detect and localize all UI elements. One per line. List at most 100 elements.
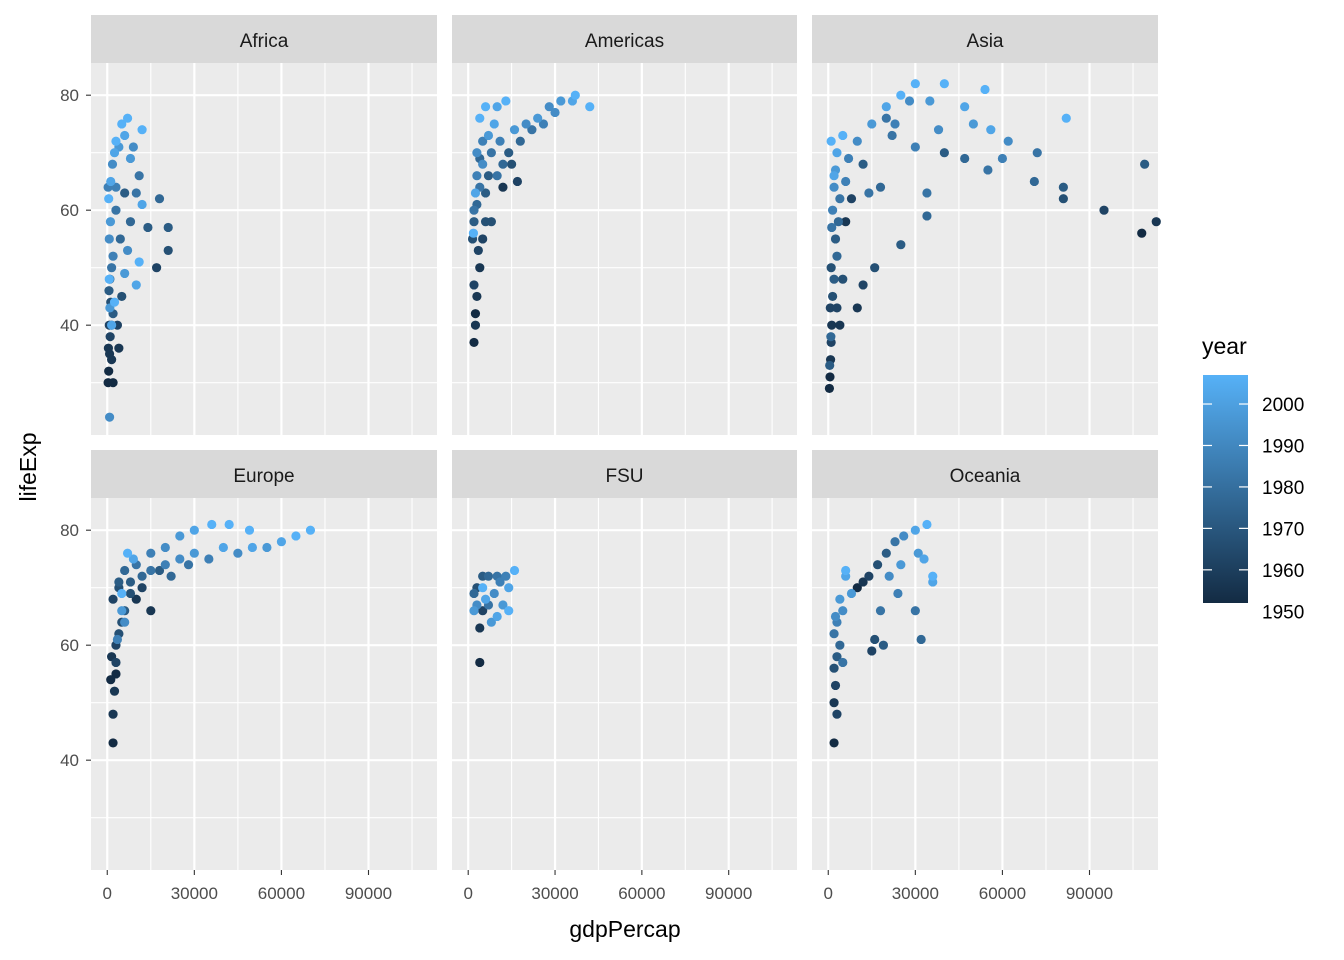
facet-strip-label: Europe (233, 466, 294, 487)
data-point (111, 136, 121, 146)
y-tick-label: 40 (60, 751, 79, 770)
data-point (107, 320, 117, 330)
legend-tick-label: 1990 (1262, 436, 1304, 457)
legend-tick-label: 1960 (1262, 561, 1304, 582)
data-point (480, 188, 491, 198)
facet-panel-fsu: FSU 0 30000 60000 90000 (452, 450, 797, 903)
data-point (515, 136, 525, 146)
data-point (111, 657, 121, 668)
data-point (108, 251, 118, 261)
data-point (896, 560, 906, 570)
data-point (480, 102, 491, 112)
data-point (835, 320, 845, 330)
data-point (108, 709, 118, 719)
data-point (893, 588, 903, 599)
panel-background (91, 63, 437, 435)
data-point (830, 234, 841, 244)
data-point (146, 565, 156, 576)
data-point (247, 542, 257, 553)
facet-panel-asia: Asia (812, 15, 1161, 435)
data-point (830, 611, 841, 622)
data-point (841, 565, 851, 576)
x-tick-label: 0 (824, 884, 833, 903)
data-point (925, 96, 935, 106)
data-point (867, 119, 877, 129)
data-point (489, 588, 499, 599)
data-point (204, 554, 214, 564)
data-point (117, 291, 127, 302)
data-point (827, 222, 837, 233)
data-point (556, 96, 566, 106)
legend-tick-label: 1950 (1262, 602, 1304, 623)
data-point (486, 617, 496, 627)
data-point (473, 245, 483, 256)
y-tick-label: 40 (60, 316, 79, 335)
data-point (131, 280, 141, 290)
data-point (189, 525, 199, 535)
data-point (825, 360, 835, 371)
data-point (997, 153, 1008, 164)
data-point (106, 176, 116, 187)
data-point (166, 571, 176, 581)
data-point (846, 588, 857, 599)
data-point (107, 355, 117, 365)
data-point (469, 606, 479, 616)
data-point (472, 148, 482, 158)
data-point (899, 531, 909, 541)
facet-strip (452, 15, 797, 63)
data-point (829, 274, 839, 284)
data-point (189, 548, 199, 558)
data-point (890, 119, 900, 129)
data-point (137, 571, 147, 581)
data-point (1058, 182, 1068, 192)
data-point (852, 136, 862, 146)
data-point (1032, 148, 1042, 158)
x-tick-label: 60000 (979, 884, 1026, 903)
data-point (858, 159, 868, 169)
data-point (114, 577, 124, 587)
data-point (483, 571, 494, 581)
legend-tick-label: 2000 (1262, 395, 1304, 416)
data-point (109, 686, 120, 696)
data-point (919, 554, 929, 564)
data-point (478, 159, 488, 169)
data-point (108, 594, 118, 604)
data-point (109, 297, 120, 307)
data-point (120, 268, 130, 279)
data-point (870, 634, 880, 645)
data-point (478, 234, 488, 244)
data-point (475, 623, 485, 633)
x-tick-label: 90000 (345, 884, 392, 903)
data-point (103, 343, 114, 353)
data-point (134, 257, 144, 267)
data-point (858, 577, 868, 587)
data-point (533, 113, 543, 123)
panel-background (91, 498, 437, 870)
data-point (504, 606, 514, 616)
data-point (120, 130, 130, 141)
data-point (106, 675, 116, 685)
data-point (291, 531, 301, 541)
data-point (108, 378, 118, 388)
data-point (498, 182, 508, 192)
data-point (1140, 159, 1150, 169)
data-point (838, 274, 848, 284)
data-point (478, 583, 488, 593)
data-point (904, 96, 915, 106)
facet-strip (452, 450, 797, 498)
data-point (830, 680, 841, 691)
data-point (305, 525, 316, 535)
data-point (832, 303, 842, 313)
data-point (550, 107, 560, 118)
data-point (120, 565, 130, 576)
data-point (224, 519, 234, 530)
data-point (910, 606, 920, 616)
data-point (864, 571, 874, 581)
data-point (472, 171, 482, 181)
data-point (832, 709, 842, 719)
y-tick-label: 60 (60, 636, 79, 655)
x-tick-label: 90000 (705, 884, 752, 903)
data-point (146, 548, 156, 558)
data-point (104, 194, 114, 204)
data-point (163, 245, 173, 256)
